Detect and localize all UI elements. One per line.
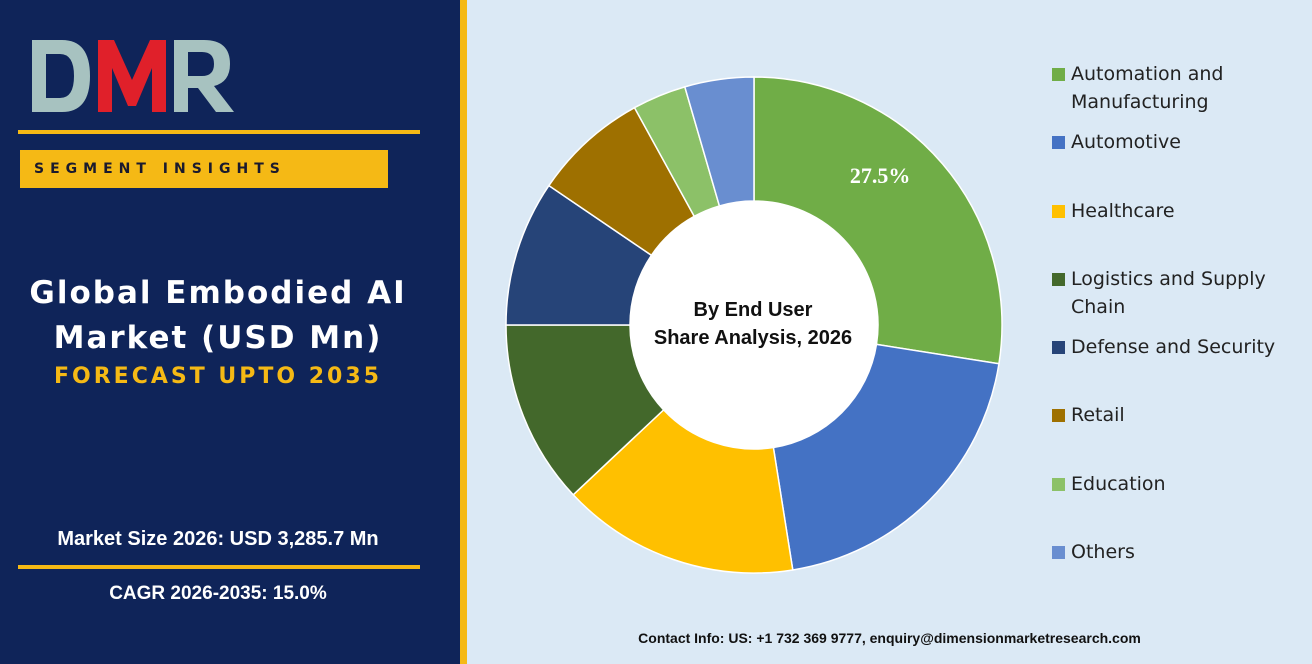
donut-chart: By End User Share Analysis, 2026 27.5% — [505, 76, 1003, 574]
legend-item: Retail — [1052, 401, 1286, 429]
legend-swatch — [1052, 341, 1065, 354]
dmr-logo — [32, 40, 234, 112]
segment-insights-badge: SEGMENT INSIGHTS — [20, 150, 388, 188]
slice-data-label: 27.5% — [850, 163, 911, 188]
legend-label: Automation and Manufacturing — [1071, 63, 1224, 113]
legend-label: Automotive — [1071, 131, 1181, 153]
donut-hole — [630, 201, 878, 449]
legend-label: Others — [1071, 541, 1135, 563]
legend-swatch — [1052, 546, 1065, 559]
center-label-line-1: By End User — [694, 299, 813, 321]
legend-item: Education — [1052, 470, 1286, 498]
market-size-stat: Market Size 2026: USD 3,285.7 Mn — [57, 528, 379, 550]
contact-info: Contact Info: US: +1 732 369 9777, enqui… — [638, 630, 1141, 646]
legend-label: Education — [1071, 473, 1166, 495]
forecast-subtitle: FORECAST UPTO 2035 — [54, 364, 382, 389]
gold-divider-bottom — [18, 565, 420, 569]
badge-label: SEGMENT INSIGHTS — [34, 161, 286, 177]
chart-panel: By End User Share Analysis, 2026 27.5% A… — [467, 0, 1312, 664]
legend-item: Automation and Manufacturing — [1052, 60, 1286, 116]
legend-swatch — [1052, 273, 1065, 286]
legend-swatch — [1052, 205, 1065, 218]
legend-swatch — [1052, 409, 1065, 422]
title-line-1: Global Embodied AI — [29, 275, 407, 311]
legend-swatch — [1052, 478, 1065, 491]
legend-swatch — [1052, 68, 1065, 81]
cagr-stat: CAGR 2026-2035: 15.0% — [109, 583, 327, 604]
legend-swatch — [1052, 136, 1065, 149]
legend-label: Defense and Security — [1071, 336, 1276, 358]
title-line-2: Market (USD Mn) — [53, 320, 383, 356]
legend-item: Others — [1052, 538, 1286, 566]
gold-vertical-divider — [460, 0, 467, 664]
legend-label: Healthcare — [1071, 200, 1175, 222]
center-label-line-2: Share Analysis, 2026 — [654, 327, 852, 349]
legend-item: Logistics and Supply Chain — [1052, 265, 1286, 321]
gold-divider-top — [18, 130, 420, 134]
left-info-panel: SEGMENT INSIGHTS Global Embodied AI Mark… — [0, 0, 460, 664]
legend-item: Healthcare — [1052, 197, 1286, 225]
legend-label: Logistics and Supply Chain — [1071, 268, 1266, 318]
legend-item: Defense and Security — [1052, 333, 1286, 361]
legend-item: Automotive — [1052, 128, 1286, 156]
legend-label: Retail — [1071, 404, 1125, 426]
